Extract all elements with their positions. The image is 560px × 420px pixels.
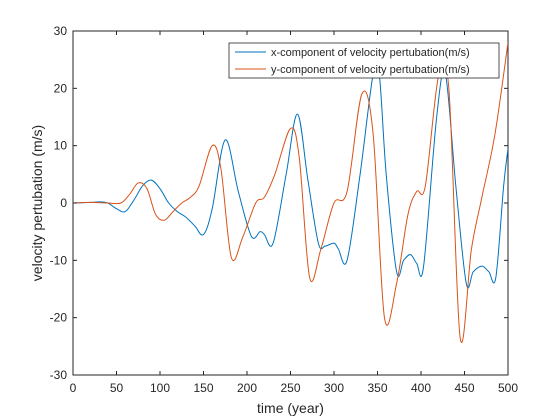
legend-box (228, 42, 500, 79)
y-tick-label: 30 (54, 24, 68, 38)
y-tick-label: 10 (54, 139, 68, 153)
axes-box (72, 30, 509, 376)
x-tick-label: 300 (324, 381, 344, 395)
legend: x-component of velocity pertubation(m/s)… (228, 42, 500, 79)
y-tick-label: -30 (50, 368, 68, 382)
plot-area (72, 30, 509, 376)
y-axis-label: velocity pertubation (m/s) (29, 125, 45, 281)
x-tick-label: 50 (110, 381, 124, 395)
x-tick-label: 0 (70, 381, 77, 395)
y-tick-label: -10 (50, 253, 68, 267)
legend-label-y-component: y-component of velocity pertubation(m/s) (271, 64, 470, 76)
legend-label-x-component: x-component of velocity pertubation(m/s) (271, 47, 470, 59)
x-tick-label: 250 (280, 381, 300, 395)
y-tick-label: 0 (60, 196, 67, 210)
x-tick-label: 350 (367, 381, 387, 395)
x-tick-label: 200 (237, 381, 257, 395)
x-axis-label: time (year) (257, 400, 324, 416)
x-tick-label: 100 (150, 381, 170, 395)
tick-layer: 0 50 100 150 200 250 300 350 400 450 5003020100-10… (50, 24, 519, 395)
y-tick-label: -20 (50, 311, 68, 325)
x-tick-label: 500 (498, 381, 518, 395)
y-tick-label: 20 (54, 81, 68, 95)
series-line-x-component (73, 60, 508, 289)
x-tick-label: 150 (193, 381, 213, 395)
x-tick-label: 450 (454, 381, 474, 395)
x-tick-label: 400 (411, 381, 431, 395)
